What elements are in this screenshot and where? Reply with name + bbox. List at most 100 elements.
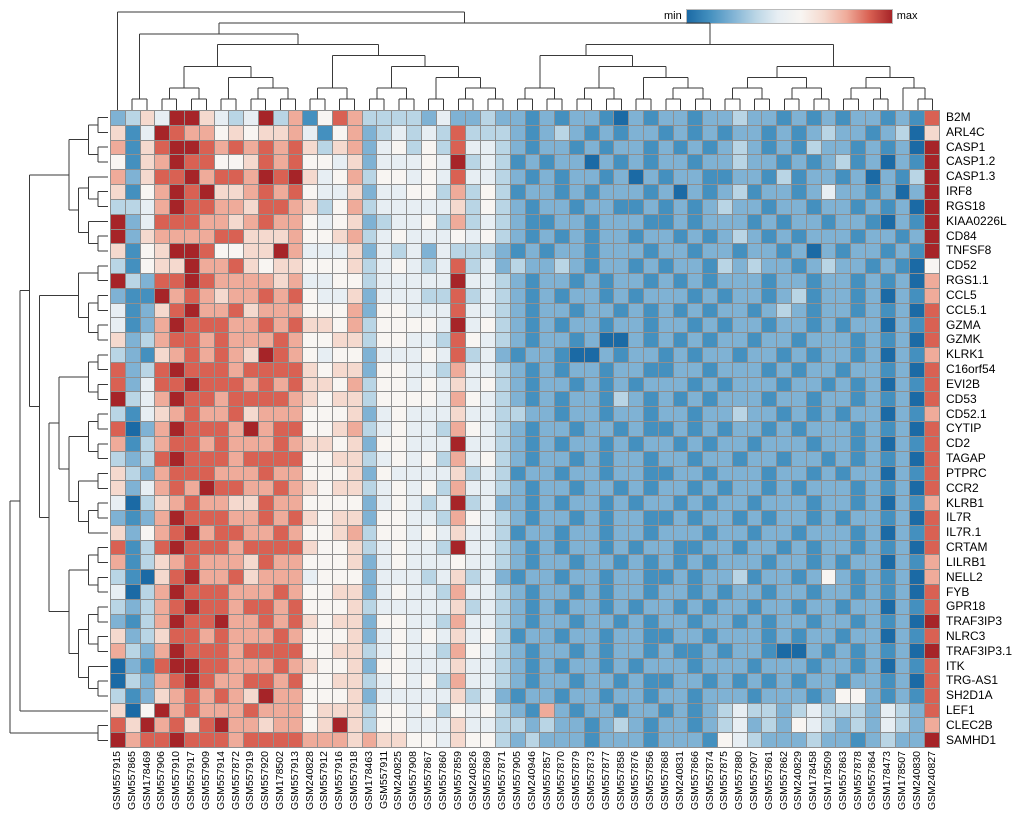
heatmap-cell — [717, 392, 732, 407]
heatmap-cell — [436, 199, 451, 214]
heatmap-cell — [273, 111, 288, 125]
heatmap-cell — [436, 496, 451, 510]
heatmap-cell — [229, 125, 244, 140]
heatmap-cell — [658, 436, 673, 451]
heatmap-cell — [466, 481, 481, 496]
heatmap-cell — [525, 288, 540, 303]
heatmap-cell — [244, 170, 259, 185]
heatmap-cell — [777, 673, 791, 688]
heatmap-cell — [762, 585, 777, 599]
heatmap-cell — [599, 659, 614, 673]
heatmap-cell — [732, 288, 747, 303]
heatmap-cell — [303, 229, 318, 244]
heatmap-cell — [155, 333, 170, 348]
heatmap-cell — [451, 422, 466, 436]
heatmap-cell — [303, 422, 318, 436]
heatmap-cell — [436, 377, 451, 392]
heatmap-cell — [865, 540, 880, 555]
heatmap-cell — [555, 422, 569, 436]
heatmap-cell — [303, 288, 318, 303]
heatmap-cell — [865, 718, 880, 733]
heatmap-cell — [895, 481, 910, 496]
heatmap-cell — [747, 570, 762, 585]
heatmap-cell — [421, 377, 436, 392]
heatmap-cell — [481, 333, 495, 348]
heatmap-cell — [333, 540, 347, 555]
heatmap-cell — [244, 555, 259, 570]
heatmap-cell — [273, 510, 288, 525]
heatmap-cell — [362, 199, 377, 214]
heatmap-cell — [599, 407, 614, 422]
heatmap-cell — [540, 629, 555, 644]
heatmap-cell — [436, 673, 451, 688]
column-label: GSM557864 — [866, 751, 879, 810]
heatmap-cell — [688, 422, 703, 436]
heatmap-cell — [791, 244, 806, 259]
heatmap-cell — [643, 273, 658, 288]
row-label: CCR2 — [946, 480, 979, 495]
heatmap-cell — [821, 199, 836, 214]
heatmap-cell — [643, 718, 658, 733]
heatmap-cell — [629, 288, 643, 303]
column-label: GSM557919 — [244, 751, 257, 810]
heatmap-cell — [629, 362, 643, 377]
heatmap-cell — [791, 333, 806, 348]
heatmap-cell — [614, 629, 629, 644]
heatmap-cell — [214, 585, 229, 599]
heatmap-cell — [436, 259, 451, 273]
heatmap-cell — [540, 140, 555, 155]
heatmap-cell — [569, 125, 584, 140]
heatmap-cell — [362, 540, 377, 555]
heatmap-cell — [214, 333, 229, 348]
heatmap-cell — [717, 407, 732, 422]
heatmap-cell — [895, 377, 910, 392]
heatmap-cell — [229, 585, 244, 599]
heatmap-cell — [791, 407, 806, 422]
heatmap-cell — [629, 318, 643, 333]
heatmap-cell — [495, 259, 510, 273]
heatmap-cell — [717, 273, 732, 288]
heatmap-cell — [629, 155, 643, 170]
heatmap-cell — [244, 718, 259, 733]
heatmap-cell — [791, 555, 806, 570]
heatmap-cell — [525, 185, 540, 199]
heatmap-cell — [481, 614, 495, 629]
heatmap-cell — [155, 111, 170, 125]
heatmap-cell — [762, 718, 777, 733]
heatmap-cell — [851, 688, 865, 703]
heatmap-cell — [170, 199, 185, 214]
heatmap-cell — [851, 659, 865, 673]
heatmap-cell — [466, 466, 481, 481]
heatmap-cell — [377, 273, 392, 288]
heatmap-cell — [540, 318, 555, 333]
heatmap-cell — [569, 111, 584, 125]
heatmap-cell — [555, 244, 569, 259]
heatmap-cell — [777, 525, 791, 540]
heatmap-cell — [155, 718, 170, 733]
heatmap-cell — [777, 481, 791, 496]
heatmap-cell — [880, 510, 895, 525]
heatmap-cell — [466, 392, 481, 407]
heatmap-cell — [540, 333, 555, 348]
heatmap-cell — [821, 185, 836, 199]
heatmap-cell — [599, 688, 614, 703]
heatmap-cell — [259, 718, 273, 733]
heatmap-cell — [229, 599, 244, 614]
heatmap-cell — [806, 466, 821, 481]
heatmap-cell — [777, 644, 791, 659]
heatmap-cell — [584, 555, 599, 570]
heatmap-cell — [895, 451, 910, 466]
heatmap-cell — [318, 629, 333, 644]
heatmap-cell — [925, 481, 939, 496]
heatmap-cell — [407, 644, 421, 659]
heatmap-cell — [895, 407, 910, 422]
heatmap-cell — [732, 377, 747, 392]
heatmap-cell — [732, 111, 747, 125]
heatmap-cell — [421, 199, 436, 214]
heatmap-cell — [481, 599, 495, 614]
heatmap-cell — [333, 199, 347, 214]
heatmap-cell — [910, 466, 925, 481]
heatmap-cell — [703, 155, 717, 170]
heatmap-cell — [629, 392, 643, 407]
heatmap-cell — [170, 510, 185, 525]
